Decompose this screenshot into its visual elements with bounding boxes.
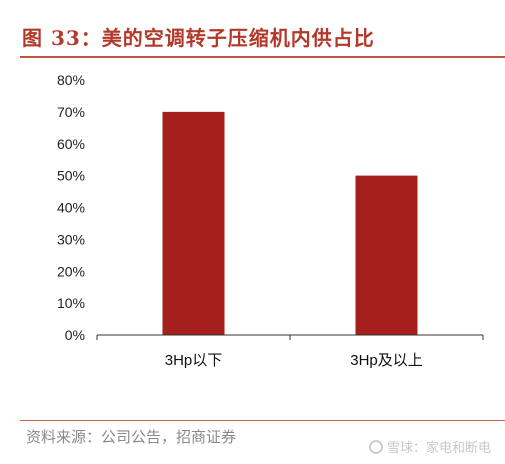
title-divider	[20, 56, 505, 58]
footer-divider	[20, 420, 505, 421]
x-axis: 3Hp以下 3Hp及以上	[96, 334, 484, 369]
watermark-text: 雪球：家电和断电	[386, 441, 491, 456]
y-tick-label: 0%	[65, 327, 85, 343]
chart-title: 图 33：美的空调转子压缩机内供占比	[22, 26, 375, 50]
x-category-label: 3Hp以下	[165, 352, 223, 369]
y-tick-label: 60%	[57, 136, 85, 152]
bar	[162, 111, 225, 335]
bar-series	[162, 111, 418, 335]
y-tick-label: 80%	[57, 72, 85, 88]
y-axis: 0% 10% 20% 30% 40% 50% 60% 70% 80%	[57, 72, 85, 343]
y-tick-label: 10%	[57, 295, 85, 311]
bar	[355, 175, 418, 335]
y-tick-label: 30%	[57, 231, 85, 247]
watermark: 雪球：家电和断电	[368, 437, 491, 456]
source-note: 资料来源：公司公告，招商证券	[26, 428, 237, 446]
y-tick-label: 20%	[57, 263, 85, 279]
y-tick-label: 70%	[57, 104, 85, 120]
y-tick-label: 50%	[57, 168, 85, 184]
snowball-logo-icon	[368, 439, 383, 454]
x-category-label: 3Hp及以上	[350, 352, 423, 369]
y-tick-label: 40%	[57, 200, 85, 216]
